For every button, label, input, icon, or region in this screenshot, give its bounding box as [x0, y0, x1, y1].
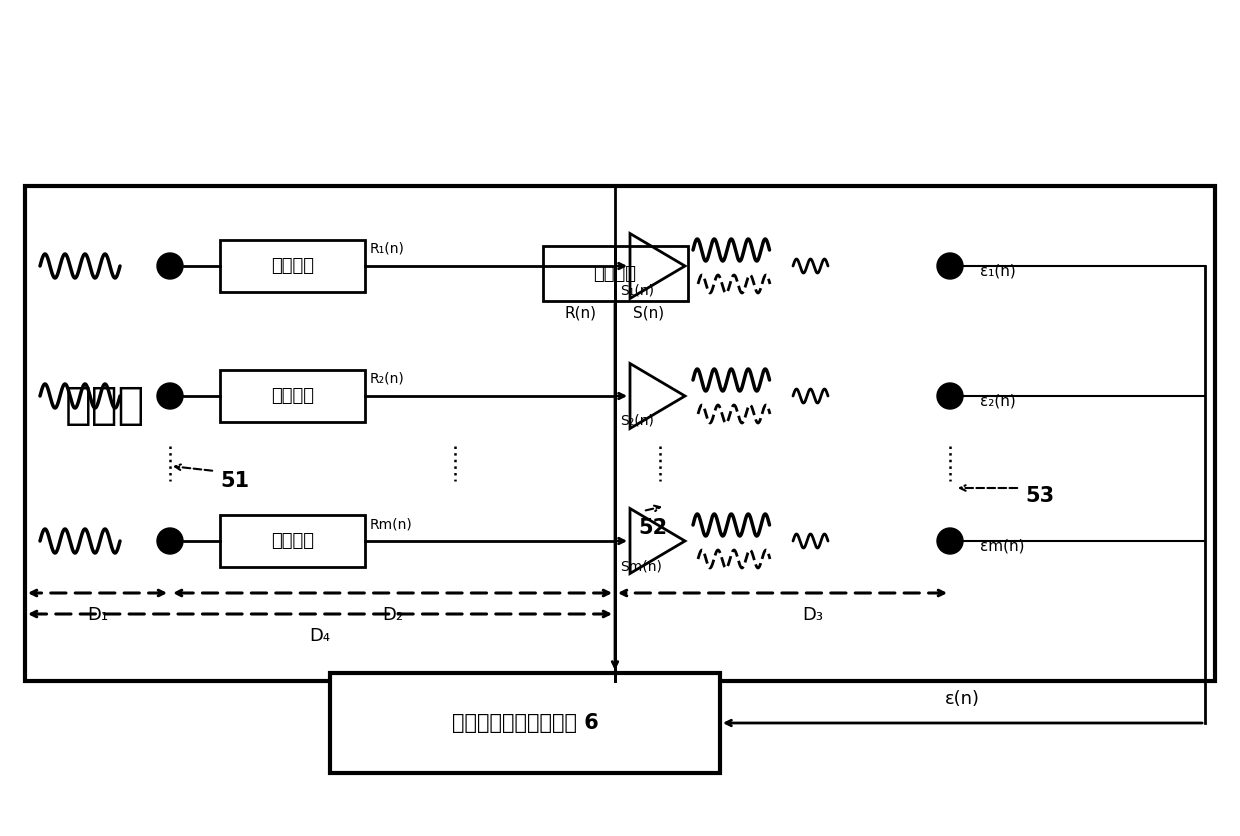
Text: 信号放大: 信号放大 [594, 264, 636, 283]
Text: S₂(n): S₂(n) [620, 414, 653, 428]
Text: D₁: D₁ [87, 606, 108, 624]
Circle shape [157, 253, 184, 279]
Bar [219, 370, 365, 422]
Text: ε₂(n): ε₂(n) [980, 394, 1016, 409]
Bar [219, 240, 365, 292]
Circle shape [157, 528, 184, 554]
Text: 信号放大: 信号放大 [272, 387, 314, 405]
Text: ε₁(n): ε₁(n) [980, 263, 1016, 278]
Text: 51: 51 [219, 471, 249, 491]
Circle shape [157, 383, 184, 409]
Text: R₁(n): R₁(n) [370, 242, 405, 256]
Text: 信号放大: 信号放大 [272, 257, 314, 275]
Circle shape [937, 528, 963, 554]
Circle shape [937, 383, 963, 409]
Text: Sm(n): Sm(n) [620, 559, 662, 573]
Bar [219, 515, 365, 567]
Text: 三维空间降噪控制单元 6: 三维空间降噪控制单元 6 [451, 713, 599, 733]
Text: εm(n): εm(n) [980, 538, 1024, 553]
Bar [543, 246, 687, 301]
Text: D₃: D₃ [802, 606, 823, 624]
Text: Rm(n): Rm(n) [370, 517, 413, 531]
Text: 噪声源: 噪声源 [64, 385, 145, 427]
Text: 52: 52 [639, 518, 667, 538]
Text: D₂: D₂ [382, 606, 403, 624]
Text: S(n): S(n) [632, 306, 665, 321]
Text: 53: 53 [1025, 486, 1054, 506]
Text: R₂(n): R₂(n) [370, 372, 404, 386]
Bar [330, 673, 720, 773]
Text: S₁(n): S₁(n) [620, 284, 653, 298]
Text: 信号放大: 信号放大 [272, 532, 314, 550]
Text: R(n): R(n) [565, 306, 596, 321]
Circle shape [937, 253, 963, 279]
Text: ε(n): ε(n) [945, 690, 980, 708]
Bar [25, 186, 1215, 681]
Text: D₄: D₄ [310, 627, 331, 645]
